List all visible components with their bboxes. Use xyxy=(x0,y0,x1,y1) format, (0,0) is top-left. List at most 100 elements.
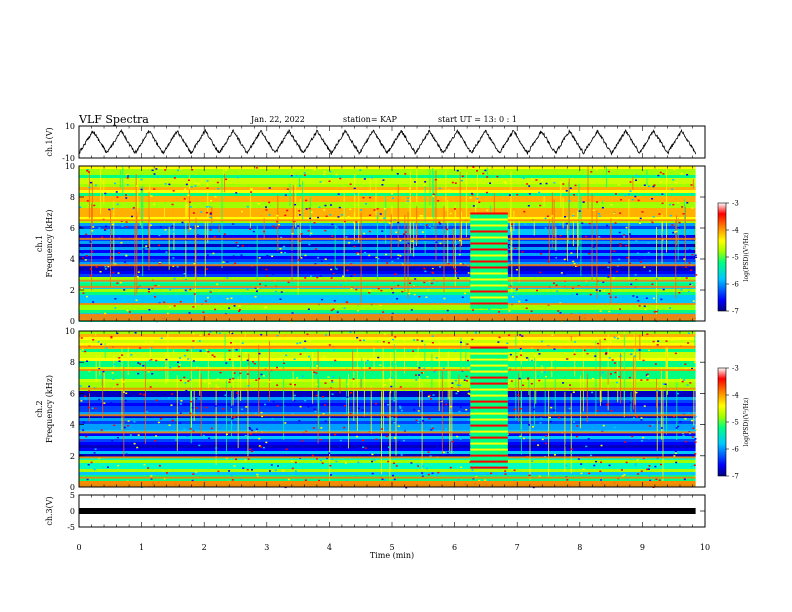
spectrogram-1-speckle xyxy=(131,215,134,218)
spectrogram-2-speckle xyxy=(276,384,279,386)
spectrogram-2-speckle xyxy=(210,427,213,430)
spectrogram-1-streak xyxy=(568,178,570,231)
spectrogram-1-speckle xyxy=(246,205,249,208)
spectrogram-1-speckle xyxy=(91,251,94,253)
spectrogram-1-speckle xyxy=(368,254,371,257)
spectrogram-2-speckle xyxy=(195,349,198,351)
spectrogram-1-streak xyxy=(134,224,136,296)
spectrogram-1-speckle xyxy=(497,311,500,313)
spectrogram-2-speckle xyxy=(565,464,568,467)
spectrogram-1-speckle xyxy=(272,273,275,275)
spectrogram-1-speckle xyxy=(608,274,611,277)
spectrogram-1-speckle xyxy=(298,240,301,242)
spectrogram-2-speckle xyxy=(538,475,541,478)
spectrogram-1-streak xyxy=(204,221,206,277)
spectrogram-2-speckle xyxy=(591,391,594,394)
spectrogram-1-band xyxy=(79,310,696,313)
spectrogram-1-streak xyxy=(195,217,197,281)
spectrogram-1-speckle xyxy=(454,243,457,246)
spectrogram-2-streak xyxy=(244,331,246,341)
spectrogram-2-burst-line xyxy=(470,406,508,409)
spectrogram-1-streak xyxy=(292,185,294,234)
spectrogram-1-streak xyxy=(295,184,297,228)
spectrogram-1-speckle xyxy=(386,262,389,264)
spectrogram-1-speckle xyxy=(652,185,655,188)
spectrogram-1-speckle xyxy=(658,213,661,215)
spectrogram-1-speckle xyxy=(518,295,521,298)
spectrogram-2-speckle xyxy=(595,344,598,346)
spectrogram-1-speckle xyxy=(660,298,663,301)
spectrogram-2-speckle xyxy=(532,408,535,411)
spectrogram-1-speckle xyxy=(651,198,654,200)
spectrogram-2-streak xyxy=(441,371,443,455)
spectrogram-2-streak xyxy=(438,339,440,412)
spectrogram-1-speckle xyxy=(139,229,142,231)
spectrogram-1-speckle xyxy=(290,250,293,253)
spectrogram-1-speckle xyxy=(691,254,694,256)
spectrogram-2-burst-line xyxy=(470,400,508,403)
spectrogram-1-speckle xyxy=(330,277,333,279)
spectrogram-2-speckle xyxy=(369,453,372,456)
spectrogram-2-streak xyxy=(535,353,537,404)
spectrogram-1-speckle xyxy=(615,294,618,297)
spectrogram-1-speckle xyxy=(485,191,488,194)
spectrogram-2-speckle xyxy=(383,333,386,335)
chart-title: VLF Spectra xyxy=(79,113,149,126)
spectrogram-1-speckle xyxy=(255,263,258,265)
spectrogram-1-streak xyxy=(289,183,291,207)
spectrogram-2-speckle xyxy=(168,424,171,427)
spectrogram-1-speckle xyxy=(324,229,327,232)
spectrogram-2-streak xyxy=(458,374,460,392)
spectrogram-1-speckle xyxy=(586,295,589,298)
spectrogram-2-burst-line xyxy=(470,382,508,385)
spectrogram-2-speckle xyxy=(517,394,520,396)
spectrogram-1-speckle xyxy=(614,193,617,195)
spectrogram-1-speckle xyxy=(353,221,356,224)
spectrogram-1-speckle xyxy=(120,241,123,244)
spectrogram-1-speckle xyxy=(453,208,456,210)
spectrogram-2-speckle xyxy=(346,480,349,482)
spectrogram-2-speckle xyxy=(509,353,512,356)
spectrogram-1-streak xyxy=(580,195,582,277)
x-tick-label: 3 xyxy=(264,543,269,552)
spectrogram-1-streak xyxy=(576,211,578,259)
spectrogram-2-speckle xyxy=(203,381,206,383)
spectrogram-1-speckle xyxy=(286,188,289,191)
spectrogram-1-speckle xyxy=(516,288,519,290)
spectrogram-1-band xyxy=(79,289,696,292)
spectrogram-2-speckle xyxy=(660,427,663,429)
spectrogram-1-speckle xyxy=(189,288,192,291)
spectrogram-1-streak xyxy=(605,166,607,188)
spectrogram-2-speckle xyxy=(569,384,572,386)
spectrogram-2-speckle xyxy=(177,365,180,368)
spectrogram-2-speckle xyxy=(507,382,510,384)
spectrogram-1-band xyxy=(79,175,696,178)
spectrogram-1-speckle xyxy=(615,270,618,273)
spectrogram-2-speckle xyxy=(638,349,641,351)
spectrogram-1-speckle xyxy=(156,176,159,178)
spectrogram-2-band xyxy=(79,361,696,364)
spectrogram-1-streak xyxy=(587,166,589,209)
spectrogram-1-speckle xyxy=(332,308,335,310)
spectrogram-1-speckle xyxy=(349,183,352,185)
spectrogram-2-speckle xyxy=(433,371,436,373)
spectrogram-2-speckle xyxy=(154,439,157,442)
spectrogram-1-speckle xyxy=(360,209,363,211)
spectrogram-2-speckle xyxy=(314,373,317,376)
spectrogram-1-speckle xyxy=(640,261,643,263)
spectrogram-2-speckle xyxy=(687,342,690,344)
spectrogram-2-speckle xyxy=(207,350,210,353)
spectrogram-2-streak xyxy=(528,356,530,396)
spectrogram-1-speckle xyxy=(690,193,693,195)
spectrogram-2-speckle xyxy=(449,466,452,469)
spectrogram-1-speckle xyxy=(308,243,311,246)
spectrogram-2-speckle xyxy=(527,377,530,379)
spectrogram-2-speckle xyxy=(385,435,388,438)
spectrogram-2-speckle xyxy=(240,408,243,411)
spectrogram-2-speckle xyxy=(271,417,274,420)
spectrogram-1-speckle xyxy=(236,244,239,247)
spectrogram-1-speckle xyxy=(284,214,287,217)
spectrogram-1-speckle xyxy=(101,236,104,238)
spectrogram-1-band xyxy=(79,304,696,307)
spectrogram-2-speckle xyxy=(163,477,166,480)
